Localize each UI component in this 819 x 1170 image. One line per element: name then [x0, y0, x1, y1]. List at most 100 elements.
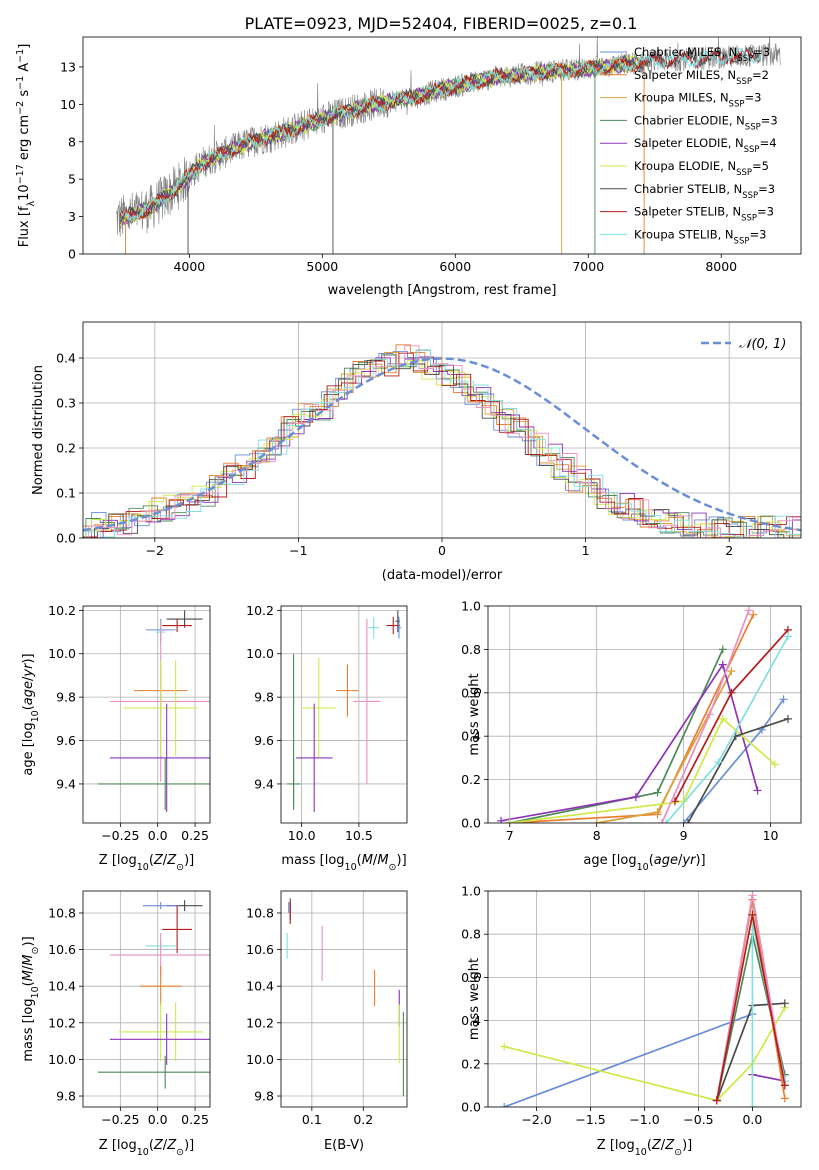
histogram-salpeter-stelib: [83, 352, 801, 538]
y-tick-label: 10.2: [246, 603, 274, 618]
legend-subscript: SSP: [742, 191, 758, 201]
series-marker: [780, 1094, 789, 1103]
y-tick-label: 9.4: [56, 776, 76, 791]
panel-mass-vs-Z: −0.25 0.0 0.25 9.8 10.0 10.2 10.4 10.6 10.8 Z [lo…: [21, 890, 211, 1158]
label-part: /: [678, 853, 683, 868]
x-tick-label: −2: [146, 543, 164, 558]
panel-age-vs-Z: −0.25 0.0 0.259.49.69.810.010.2Z [log10(Z/…: [21, 603, 211, 873]
y-tick-label: 0: [68, 247, 76, 262]
label-part: Z: [651, 1138, 662, 1153]
axes-frame: [82, 36, 802, 255]
label-part: age [log: [21, 722, 36, 775]
x-tick-label: −0.25: [101, 1112, 139, 1127]
legend-entry: Chabrier STELIB, NSSP=3: [634, 182, 775, 201]
y-tick-label: 9.6: [254, 733, 274, 748]
legend-subscript: SSP: [737, 54, 753, 64]
legend-count: =5: [752, 159, 769, 173]
series-marker: [657, 819, 666, 823]
label-part: )]: [21, 936, 36, 946]
x-tick-label: 10.5: [345, 828, 373, 843]
x-tick-label: −0.5: [683, 1112, 713, 1127]
series-marker: [718, 660, 727, 669]
panel-mass-vs-EBV: 0.1 0.2 9.8 10.0 10.2 10.4 10.6 10.8 E(B-V): [246, 890, 408, 1153]
y-axis-label: age [log10(age/yr)]: [21, 653, 41, 775]
legend-subscript: SSP: [744, 145, 760, 155]
series-marker: [683, 819, 692, 823]
legend-count: =2: [752, 68, 769, 82]
series-marker: [780, 999, 789, 1008]
series-marker: [505, 819, 514, 823]
label-part: )]: [21, 653, 36, 663]
x-axis-label: wavelength [Angstrom, rest frame]: [328, 283, 557, 298]
label-part: ⊙: [176, 862, 184, 873]
label-part: age [log: [583, 853, 636, 868]
legend-subscript: SSP: [736, 77, 752, 87]
series-marker: [783, 632, 792, 641]
y-tick-label: 0.2: [461, 1056, 481, 1071]
label-part: /: [21, 965, 36, 970]
y-tick-label: 10.8: [48, 905, 76, 920]
y-tick-label: 0.0: [461, 1100, 481, 1115]
x-tick-label: 0.0: [148, 828, 168, 843]
x-tick-label: 0.25: [181, 828, 209, 843]
x-tick-label: 8: [593, 828, 601, 843]
plot-area: [488, 891, 801, 1107]
histogram-salpeter-elodie: [88, 356, 801, 538]
label-part: yr: [681, 853, 697, 868]
x-tick-label: −1: [289, 543, 307, 558]
label-part: Z: [153, 1138, 164, 1153]
legend-count: =3: [753, 45, 770, 59]
model-spectrum-line-salpeter-stelib: [119, 48, 762, 220]
model-spectrum-line-kroupa-stelib: [119, 48, 762, 223]
y-tick-label: 10.2: [246, 1015, 274, 1030]
label-part: )]: [397, 853, 407, 868]
y-tick-label: 9.8: [56, 1089, 76, 1104]
label-part: s: [17, 90, 32, 101]
axes-frame: [280, 890, 408, 1108]
series-marker: [592, 819, 601, 823]
y-tick-label: 8: [68, 134, 76, 149]
series-marker: [718, 645, 727, 654]
axes-frame: [487, 605, 802, 824]
y-tick-label: 9.6: [56, 733, 76, 748]
axes-frame: [82, 605, 211, 824]
series-marker: [748, 910, 757, 919]
y-tick-label: 10: [60, 97, 76, 112]
legend-label: Chabrier ELODIE, N: [634, 113, 745, 127]
label-part: M: [377, 853, 388, 868]
x-tick-label: 0.1: [302, 1112, 322, 1127]
label-part: erg cm: [17, 115, 32, 164]
label-part: (: [357, 853, 362, 868]
y-tick-label: 0.8: [461, 927, 481, 942]
series-marker: [662, 819, 671, 823]
legend-count: =3: [744, 91, 761, 105]
x-tick-label: 10: [763, 828, 779, 843]
plot-area: [83, 891, 210, 1107]
label-part: )]: [184, 853, 194, 868]
series-marker: [497, 816, 506, 823]
label-part: Z [log: [99, 1138, 137, 1153]
legend-subscript: SSP: [729, 100, 745, 110]
x-tick-label: −2.0: [521, 1112, 551, 1127]
x-tick-label: 0.0: [742, 1112, 762, 1127]
y-tick-label: 0.8: [461, 642, 481, 657]
y-tick-label: 9.8: [254, 1089, 274, 1104]
x-tick-label: 9: [680, 828, 688, 843]
plot-area: [115, 37, 782, 254]
label-part: M: [21, 970, 36, 981]
label-part: yr: [21, 662, 36, 678]
label-part: mass [log: [281, 853, 344, 868]
legend-label: Kroupa MILES, N: [634, 91, 729, 105]
label-part: (: [149, 1138, 154, 1153]
label-part: mass [log: [21, 998, 36, 1061]
legend-subscript: SSP: [745, 122, 761, 132]
series-marker: [705, 710, 714, 719]
label-part: /: [163, 1138, 168, 1153]
y-tick-label: 10.4: [246, 979, 274, 994]
y-tick-label: 10.2: [48, 1015, 76, 1030]
label-part: 10: [17, 184, 32, 201]
legend-entry: Kroupa ELODIE, NSSP=5: [634, 159, 769, 178]
series-line-salpeter-elodie: [500, 662, 759, 822]
